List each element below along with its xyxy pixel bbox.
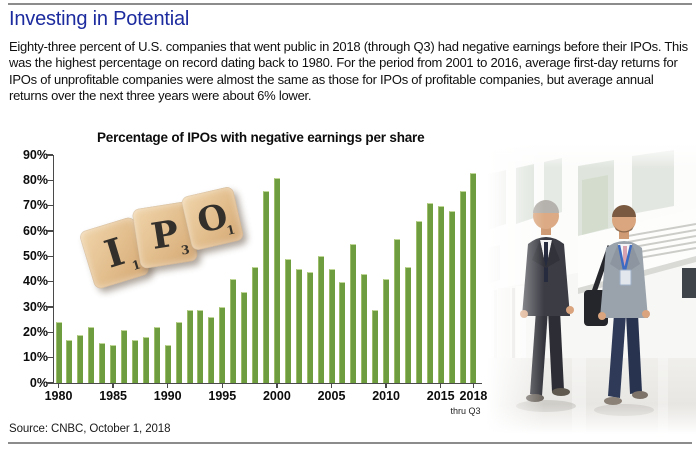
bar-1992 [186,309,193,383]
bar-2003 [306,271,313,383]
bar-1994 [208,317,215,383]
bar-2011 [394,238,401,383]
x-tick-label: 2000 [262,389,291,403]
bar-2014 [426,203,433,383]
bar-1990 [164,345,171,383]
bar-2016 [448,210,455,383]
bar-1986 [121,329,128,383]
y-tick-mark [46,179,53,182]
x-tick-label: 2015 [426,389,455,403]
bar-2000 [273,177,280,383]
y-tick-mark [46,204,53,207]
bar-1997 [241,291,248,383]
y-tick-label: 30% [22,299,48,314]
bar-1999 [262,190,269,383]
intro-paragraph: Eighty-three percent of U.S. companies t… [9,39,688,104]
x-tick-mark [276,383,278,388]
bar-2010 [383,279,390,383]
bar-2004 [317,256,324,383]
x-tick-label: 1990 [153,389,182,403]
bottom-rule [8,442,692,444]
x-tick-label: 1980 [44,389,73,403]
x-axis-note: thru Q3 [450,406,481,416]
bar-2017 [459,190,466,383]
bar-2012 [404,266,411,383]
x-tick-label: 2005 [317,389,346,403]
bar-2018 [470,172,477,383]
y-tick-label: 50% [22,248,48,263]
businessmen-photo [482,140,696,438]
x-tick-mark [439,383,442,388]
x-tick-mark [221,383,224,388]
y-tick-label: 80% [22,172,48,187]
y-tick-label: 40% [22,274,48,289]
y-tick-mark [46,331,53,334]
bar-2015 [437,205,444,383]
bar-1982 [77,334,84,383]
bar-1993 [197,309,204,383]
bar-1998 [252,266,259,383]
bar-1980 [55,322,62,383]
y-tick-label: 10% [22,350,48,365]
tile-score: 1 [225,222,237,238]
y-tick-label: 70% [22,198,48,213]
bar-2005 [328,269,335,383]
y-tick-label: 60% [22,223,48,238]
bar-2002 [295,269,302,383]
bar-1991 [175,322,182,383]
bar-2008 [361,274,368,383]
y-tick-mark [46,280,53,283]
bar-1995 [219,307,226,383]
bar-1981 [66,339,73,383]
y-tick-label: 90% [22,147,48,162]
x-tick-mark [330,383,333,388]
x-tick-mark [472,383,475,388]
bar-2001 [284,258,291,383]
source-line: Source: CNBC, October 1, 2018 [9,423,171,435]
page-title: Investing in Potential [9,8,190,30]
y-tick-label: 20% [22,324,48,339]
bar-1996 [230,279,237,383]
bar-1983 [88,327,95,383]
bar-1985 [110,345,117,383]
chart-title: Percentage of IPOs with negative earning… [97,130,425,145]
x-tick-label: 2010 [372,389,400,403]
tile-letter: P [148,212,182,258]
x-tick-label: 2018 [459,389,488,403]
y-tick-mark [46,255,53,258]
bar-2007 [350,243,357,383]
bar-2009 [372,309,379,383]
x-tick-mark [57,383,60,388]
y-tick-mark [46,356,53,359]
plot-area: 1980 1985 1990 1995 2000 2005 2010 2015 2018 thru… [45,154,487,416]
bar-1987 [131,339,138,383]
y-tick-label: 0% [29,375,48,390]
bar-1988 [142,337,149,383]
y-tick-mark [46,306,53,308]
x-tick-label: 1985 [99,389,127,403]
x-tick-mark [112,383,114,388]
tile-letter: I [99,228,130,277]
tile-score: 3 [180,242,191,258]
bar-1989 [153,327,160,383]
tile-letter: O [193,195,232,242]
x-tick-label: 1995 [208,389,237,403]
y-tick-mark [46,154,53,156]
y-tick-mark [46,230,53,232]
bar-2006 [339,281,346,383]
y-tick-mark [46,382,53,384]
y-axis-labels: 90% 80% 70% 60% 50% 40% 30% 20% 10% 0% [6,148,48,390]
bar-2013 [415,220,422,383]
top-rule [8,3,692,5]
x-tick-mark [385,383,387,388]
bar-1984 [99,342,106,383]
x-tick-mark [166,383,169,388]
